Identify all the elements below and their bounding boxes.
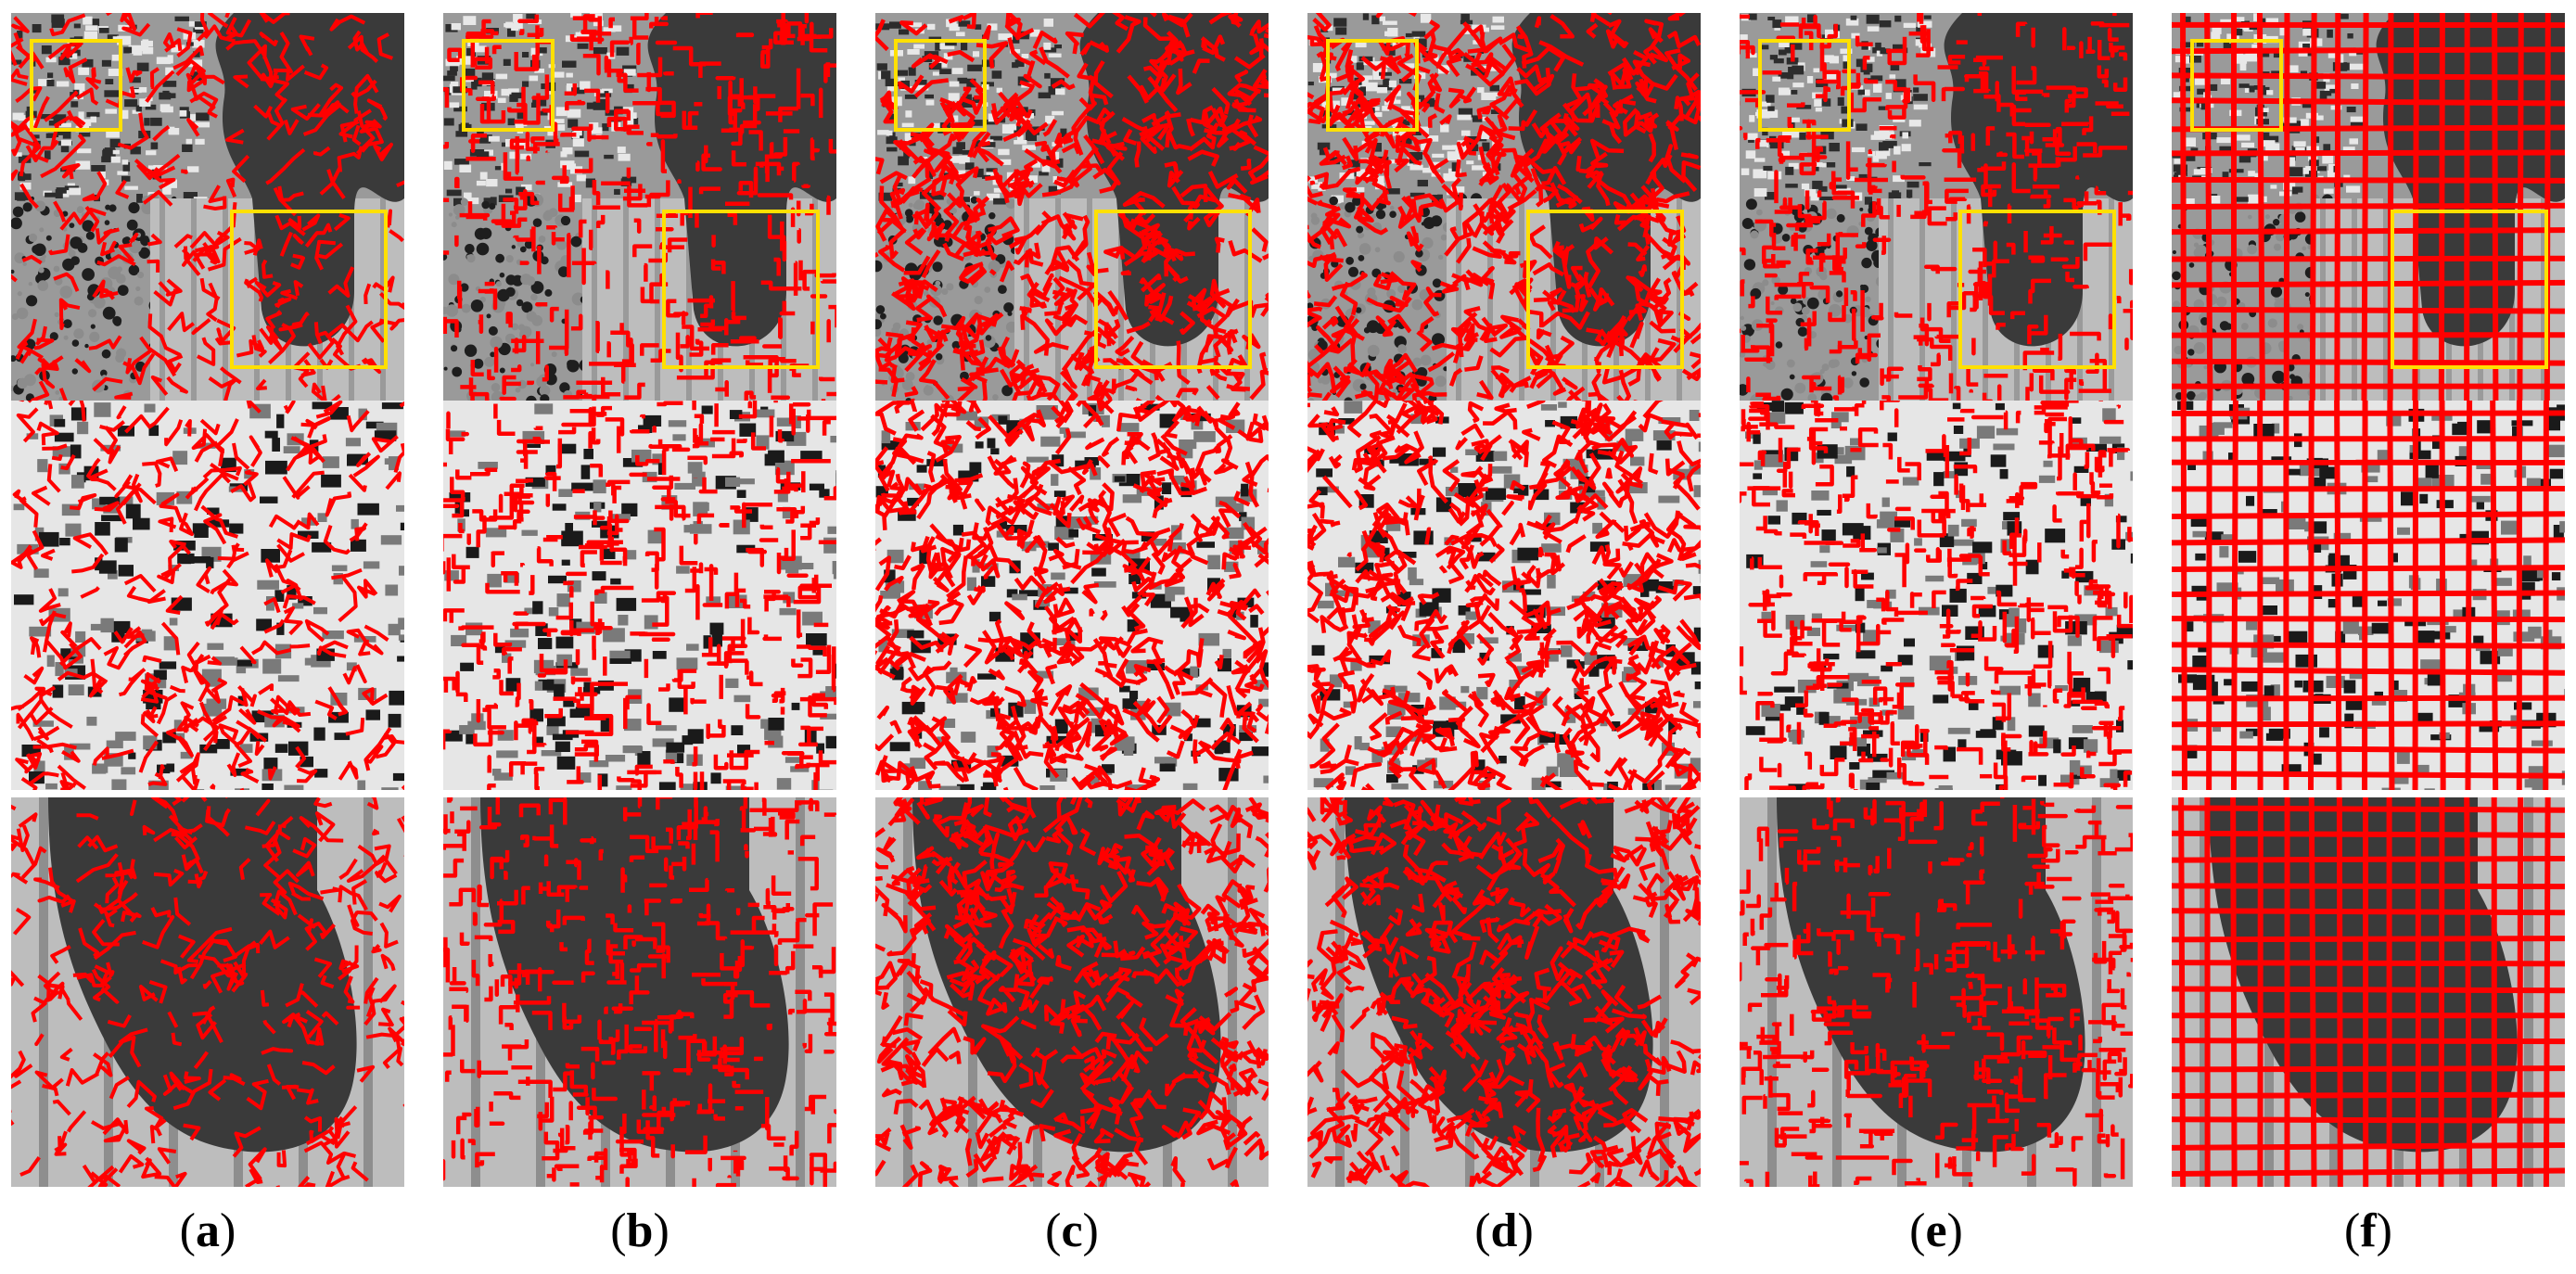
- label-close-paren: ): [2376, 1204, 2392, 1257]
- highlight-box-lower-right: [1958, 210, 2116, 369]
- panel-f-zoom-lower-right-blob: [2172, 797, 2565, 1187]
- segmentation-image: [443, 401, 836, 790]
- panel-d-zoom-lower-right-blob: [1307, 797, 1701, 1187]
- label-open-paren: (: [1909, 1204, 1926, 1257]
- segmentation-image: [2172, 797, 2565, 1187]
- label-letter: a: [196, 1204, 220, 1257]
- label-open-paren: (: [179, 1204, 196, 1257]
- panel-a-zoom-lower-right-blob: [11, 797, 404, 1187]
- panel-a-zoom-upper-left-texture: [11, 401, 404, 790]
- label-close-paren: ): [653, 1204, 670, 1257]
- label-letter: d: [1490, 1204, 1518, 1257]
- panel-c-full-texture-image: [875, 13, 1269, 402]
- panel-b-zoom-upper-left-texture: [443, 401, 836, 790]
- panel-label-c: (c): [875, 1204, 1269, 1259]
- panel-f-full-texture-image: [2172, 13, 2565, 402]
- highlight-box-upper-left: [462, 39, 555, 132]
- panel-e-zoom-upper-left-texture: [1740, 401, 2133, 790]
- panel-e-full-texture-image: [1740, 13, 2133, 402]
- segmentation-image: [11, 13, 404, 402]
- segmentation-image: [1740, 401, 2133, 790]
- panel-b-full-texture-image: [443, 13, 836, 402]
- label-close-paren: ): [1517, 1204, 1534, 1257]
- segmentation-image: [2172, 13, 2565, 402]
- panel-label-e: (e): [1740, 1204, 2133, 1259]
- panel-a-full-texture-image: [11, 13, 404, 402]
- highlight-box-upper-left: [1758, 39, 1851, 132]
- panel-label-f: (f): [2172, 1204, 2565, 1259]
- segmentation-image: [875, 797, 1269, 1187]
- segmentation-image: [1740, 797, 2133, 1187]
- highlight-box-upper-left: [30, 39, 122, 132]
- segmentation-image: [1307, 797, 1701, 1187]
- segmentation-image: [2172, 401, 2565, 790]
- segmentation-image: [11, 797, 404, 1187]
- segmentation-image: [1740, 13, 2133, 402]
- panel-c-zoom-lower-right-blob: [875, 797, 1269, 1187]
- label-open-paren: (: [1474, 1204, 1491, 1257]
- segmentation-image: [1307, 13, 1701, 402]
- label-letter: b: [626, 1204, 654, 1257]
- panel-e-zoom-lower-right-blob: [1740, 797, 2133, 1187]
- segmentation-image: [1307, 401, 1701, 790]
- label-letter: e: [1925, 1204, 1947, 1257]
- highlight-box-lower-right: [230, 210, 388, 369]
- label-close-paren: ): [1082, 1204, 1099, 1257]
- panel-label-d: (d): [1307, 1204, 1701, 1259]
- panel-c-zoom-upper-left-texture: [875, 401, 1269, 790]
- label-open-paren: (: [610, 1204, 627, 1257]
- segmentation-image: [11, 401, 404, 790]
- highlight-box-lower-right: [1526, 210, 1684, 369]
- segmentation-image: [875, 13, 1269, 402]
- highlight-box-lower-right: [662, 210, 820, 369]
- panel-d-zoom-upper-left-texture: [1307, 401, 1701, 790]
- highlight-box-lower-right: [1094, 210, 1252, 369]
- label-letter: f: [2360, 1204, 2377, 1257]
- highlight-box-lower-right: [2391, 210, 2548, 369]
- panel-label-a: (a): [11, 1204, 404, 1259]
- label-close-paren: ): [1946, 1204, 1963, 1257]
- label-letter: c: [1061, 1204, 1083, 1257]
- label-open-paren: (: [2344, 1204, 2361, 1257]
- panel-b-zoom-lower-right-blob: [443, 797, 836, 1187]
- panel-d-full-texture-image: [1307, 13, 1701, 402]
- highlight-box-upper-left: [894, 39, 987, 132]
- highlight-box-upper-left: [1326, 39, 1419, 132]
- label-close-paren: ): [220, 1204, 236, 1257]
- segmentation-image: [875, 401, 1269, 790]
- panel-f-zoom-upper-left-texture: [2172, 401, 2565, 790]
- segmentation-image: [443, 13, 836, 402]
- segmentation-image: [443, 797, 836, 1187]
- highlight-box-upper-left: [2190, 39, 2283, 132]
- panel-label-b: (b): [443, 1204, 836, 1259]
- label-open-paren: (: [1045, 1204, 1062, 1257]
